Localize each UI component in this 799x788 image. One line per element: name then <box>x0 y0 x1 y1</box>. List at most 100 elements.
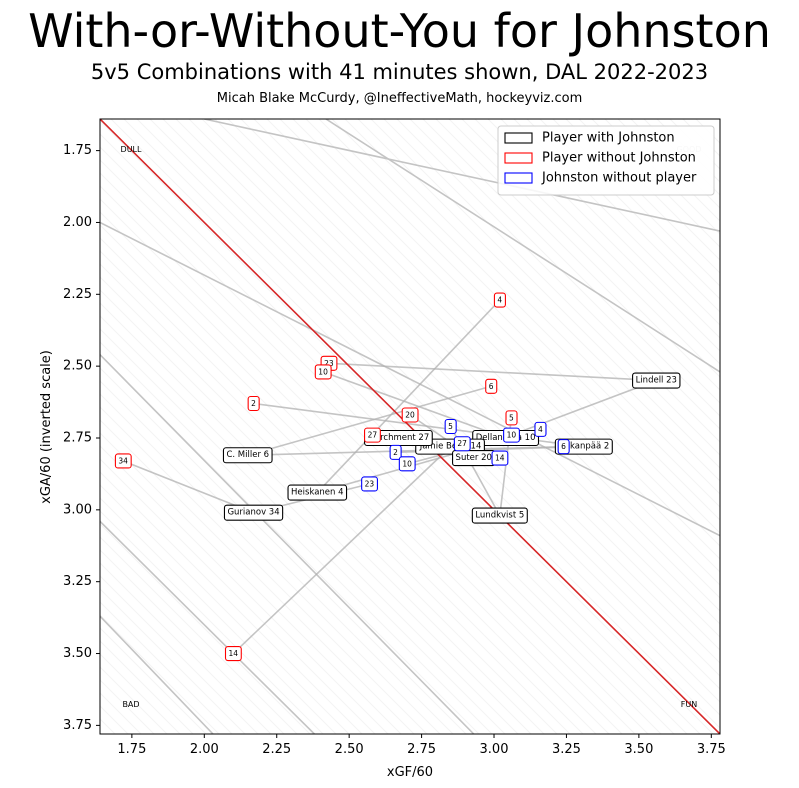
connection-line <box>247 445 564 457</box>
x-tick-label: 2.50 <box>335 742 364 757</box>
chart-credit: Micah Blake McCurdy, @IneffectiveMath, h… <box>216 91 583 106</box>
connection-line <box>247 385 492 457</box>
chart-subtitle: 5v5 Combinations with 41 minutes shown, … <box>90 60 709 84</box>
point-label: 14 <box>491 450 509 466</box>
x-tick-label: 3.25 <box>552 742 581 757</box>
point-label-box <box>389 444 402 460</box>
background-hatch <box>513 119 720 326</box>
legend: Player with Johnston Player without Johns… <box>497 125 715 196</box>
chart-title: With-or-Without-You for Johnston <box>28 4 771 58</box>
y-tick-label: 2.25 <box>63 287 92 302</box>
connection-line <box>316 299 501 494</box>
y-tick-label: 2.75 <box>63 430 92 445</box>
point-label: Suter 20 <box>452 450 496 467</box>
background-hatch <box>100 406 428 734</box>
point-label-box <box>471 507 528 524</box>
x-tick-label: 1.75 <box>117 742 146 757</box>
legend-box <box>497 125 715 196</box>
point-label-text: 14 <box>495 454 505 463</box>
point-label-text: 10 <box>402 459 412 468</box>
background-hatch <box>100 120 714 734</box>
point-label-box <box>444 418 457 435</box>
y-tick-label: 3.75 <box>63 718 92 733</box>
legend-swatch <box>504 172 533 184</box>
point-label: Gurianov 34 <box>223 504 284 521</box>
background-hatch <box>526 119 720 313</box>
point-label-text: 27 <box>368 431 378 440</box>
y-tick-label: 3.00 <box>63 502 92 517</box>
contour-line <box>100 520 315 734</box>
background-hatch <box>409 119 720 430</box>
background-hatch <box>100 133 701 734</box>
background-hatch <box>100 263 571 734</box>
point-label-text: 5 <box>509 413 514 422</box>
background-hatch <box>100 536 298 734</box>
point-label-box <box>534 421 547 437</box>
background-hatch <box>100 497 337 734</box>
background-hatch <box>136 119 720 703</box>
x-tick-label: 3.75 <box>697 742 726 757</box>
background-hatch <box>100 458 376 734</box>
background-hatch <box>100 614 220 734</box>
background-hatch <box>279 119 720 560</box>
point-label-text: 14 <box>228 649 238 658</box>
legend-swatch <box>504 132 533 144</box>
point-label: 27 <box>364 427 381 443</box>
contour-line <box>204 119 720 232</box>
y-tick-label: 2.00 <box>63 215 92 230</box>
y-axis-label: xGA/60 (inverted scale) <box>39 350 54 504</box>
point-label: 27 <box>453 436 471 452</box>
point-label-text: Suter 20 <box>456 453 492 463</box>
x-tick-label: 2.00 <box>190 742 219 757</box>
point-label: 10 <box>398 456 416 472</box>
x-tick-label: 3.00 <box>480 742 509 757</box>
point-label-box <box>364 427 381 443</box>
background-hatch <box>100 198 636 734</box>
point-label-text: 4 <box>497 296 502 305</box>
point-label-box <box>503 427 520 443</box>
background-hatch <box>305 119 720 534</box>
background-hatch <box>100 237 597 734</box>
background-hatch <box>100 250 584 734</box>
point-label-text: 2 <box>393 448 398 457</box>
point-label: Heiskanen 4 <box>287 484 348 501</box>
point-label-text: C. Miller 6 <box>226 450 269 460</box>
y-tick-label: 1.75 <box>63 143 92 158</box>
legend-label: Johnston without player <box>541 171 697 186</box>
background-hatch <box>100 393 441 734</box>
background-hatch <box>100 432 402 734</box>
point-label-text: Marchment 27 <box>368 433 430 443</box>
point-label-box <box>401 407 419 423</box>
point-label-box <box>632 372 681 389</box>
point-label: C. Miller 6 <box>222 447 273 464</box>
background-hatch <box>448 119 720 391</box>
background-hatch <box>162 119 720 677</box>
background-hatch <box>100 172 662 734</box>
background-hatch <box>100 328 506 734</box>
x-tick-label: 2.25 <box>262 742 291 757</box>
y-tick-label: 3.50 <box>63 646 92 661</box>
point-label-box <box>114 453 132 469</box>
point-label-text: Hakanpää 2 <box>558 442 609 452</box>
point-label-text: 4 <box>538 425 543 434</box>
point-label-box <box>287 484 348 501</box>
contour-lines <box>100 119 720 734</box>
point-label: 6 <box>557 439 570 455</box>
background-hatch <box>100 718 116 734</box>
point-label-box <box>505 410 518 426</box>
y-tick-label: 3.25 <box>63 574 92 589</box>
background-hatch <box>591 119 720 248</box>
background-hatch <box>100 575 259 734</box>
x-tick-label: 3.50 <box>624 742 653 757</box>
background-hatch <box>100 601 233 734</box>
connection-line <box>328 362 657 382</box>
connection-line <box>122 460 254 514</box>
plot-frame <box>99 118 721 735</box>
point-label-text: Heiskanen 4 <box>291 488 344 498</box>
point-label: 10 <box>314 364 332 380</box>
background-hatch <box>201 119 720 638</box>
background-hatch <box>100 302 532 734</box>
point-label-box <box>314 364 332 380</box>
background-hatch <box>100 211 623 734</box>
corner-label-dull: DULL <box>121 145 142 154</box>
